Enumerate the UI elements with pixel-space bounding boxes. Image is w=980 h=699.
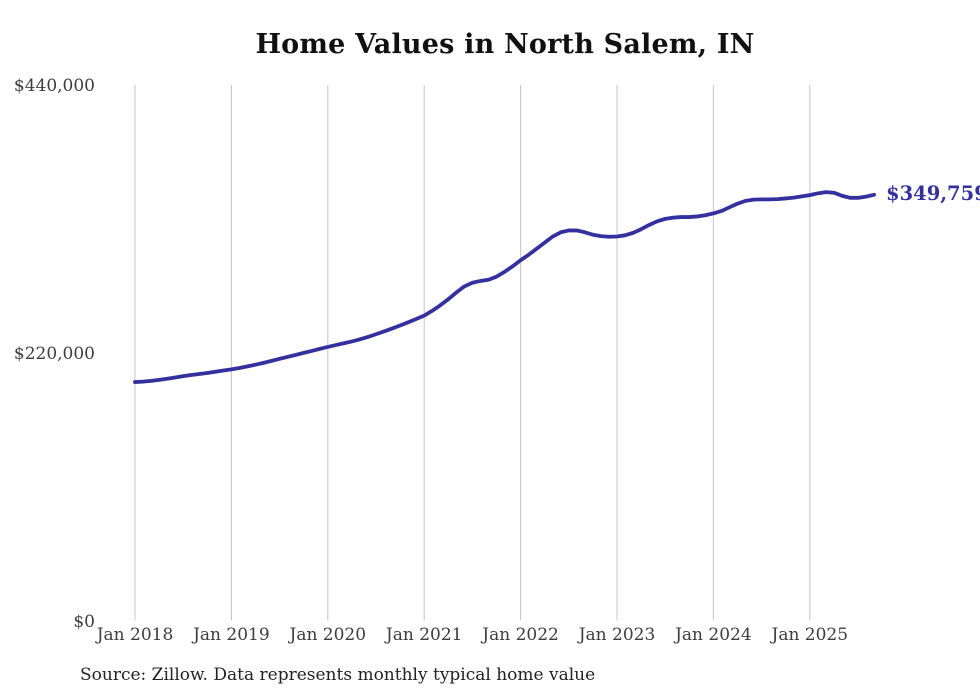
y-axis-label: $0 <box>73 611 95 632</box>
gridlines <box>134 85 811 621</box>
chart-title: Home Values in North Salem, IN <box>255 29 755 60</box>
y-axis-label: $440,000 <box>13 76 95 96</box>
x-axis-label: Jan 2019 <box>193 625 270 645</box>
x-axis-label: Jan 2023 <box>578 625 656 645</box>
source-note: Source: Zillow. Data represents monthly … <box>80 665 596 685</box>
latest-value-label: $349,759 <box>886 182 980 205</box>
x-axis-label: Jan 2020 <box>289 625 367 645</box>
x-axis-label: Jan 2022 <box>482 625 559 645</box>
home-value-line <box>133 190 876 384</box>
x-axis-label: Jan 2018 <box>96 625 174 645</box>
y-axis-label: $220,000 <box>13 343 95 364</box>
x-axis-label: Jan 2021 <box>385 625 463 645</box>
x-axis-label: Jan 2025 <box>771 625 849 645</box>
x-axis-label: Jan 2024 <box>675 625 752 645</box>
